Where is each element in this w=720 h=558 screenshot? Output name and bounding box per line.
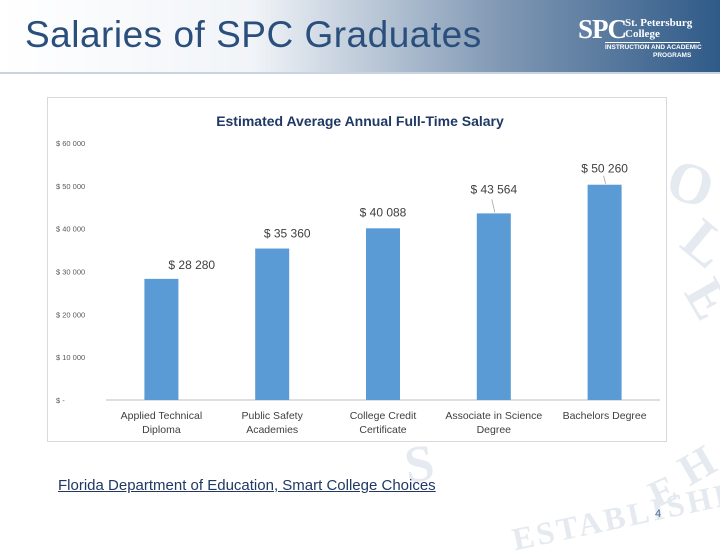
y-tick-label: $ - [56, 396, 65, 405]
bar [476, 213, 511, 400]
logo-rule [605, 42, 700, 43]
x-tick-label: Associate in Science Degree [445, 410, 542, 436]
y-tick-label: $ 60 000 [56, 139, 85, 148]
logo-mark: SPC [578, 14, 627, 44]
x-tick-label-line: Degree [477, 424, 512, 436]
x-tick-label: College Credit Certificate [350, 410, 417, 436]
logo-line-4: PROGRAMS [653, 52, 692, 59]
data-label: $ 40 088 [360, 205, 407, 219]
x-tick-label-line: Applied Technical [121, 410, 203, 422]
x-tick-label-line: Academies [246, 424, 298, 436]
data-label: $ 35 360 [264, 227, 311, 241]
x-tick-label-line: Certificate [359, 424, 406, 436]
bar [366, 228, 400, 400]
x-tick-label-line: Diploma [142, 424, 181, 436]
x-tick-label-line: Public Safety [242, 410, 304, 422]
data-label: $ 43 564 [470, 182, 517, 196]
chart-panel: Estimated Average Annual Full-Time Salar… [47, 97, 667, 442]
bar [144, 278, 179, 400]
data-label: $ 50 260 [581, 162, 628, 176]
header-divider [0, 72, 720, 74]
salary-bar-chart: Estimated Average Annual Full-Time Salar… [56, 113, 660, 436]
slide-title: Salaries of SPC Graduates [25, 14, 482, 55]
x-tick-label-line: College Credit [350, 410, 417, 422]
bar [587, 184, 622, 400]
chart-title: Estimated Average Annual Full-Time Salar… [216, 113, 504, 129]
y-tick-label: $ 30 000 [56, 268, 85, 277]
logo-line-1: St. Petersburg [625, 17, 693, 29]
x-tick-label-line: Associate in Science [445, 410, 542, 422]
y-tick-label: $ 10 000 [56, 353, 85, 362]
x-tick-label: Bachelors Degree [563, 410, 647, 422]
slide-header [0, 0, 720, 72]
source-link[interactable]: Florida Department of Education, Smart C… [58, 477, 436, 494]
leader-line [491, 199, 496, 213]
x-tick-label-line: Bachelors Degree [563, 410, 647, 422]
logo-line-3: INSTRUCTION AND ACADEMIC [605, 44, 702, 51]
leader-line [603, 175, 606, 184]
x-tick-label: Applied Technical Diploma [121, 410, 203, 436]
y-tick-label: $ 40 000 [56, 225, 85, 234]
logo-line-2: College [625, 28, 660, 40]
y-tick-label: $ 50 000 [56, 182, 85, 191]
x-tick-label: Public Safety Academies [242, 410, 304, 436]
data-label: $ 28 280 [168, 258, 215, 272]
page-number: 4 [655, 508, 662, 520]
bar [255, 248, 290, 400]
y-tick-label: $ 20 000 [56, 310, 85, 319]
